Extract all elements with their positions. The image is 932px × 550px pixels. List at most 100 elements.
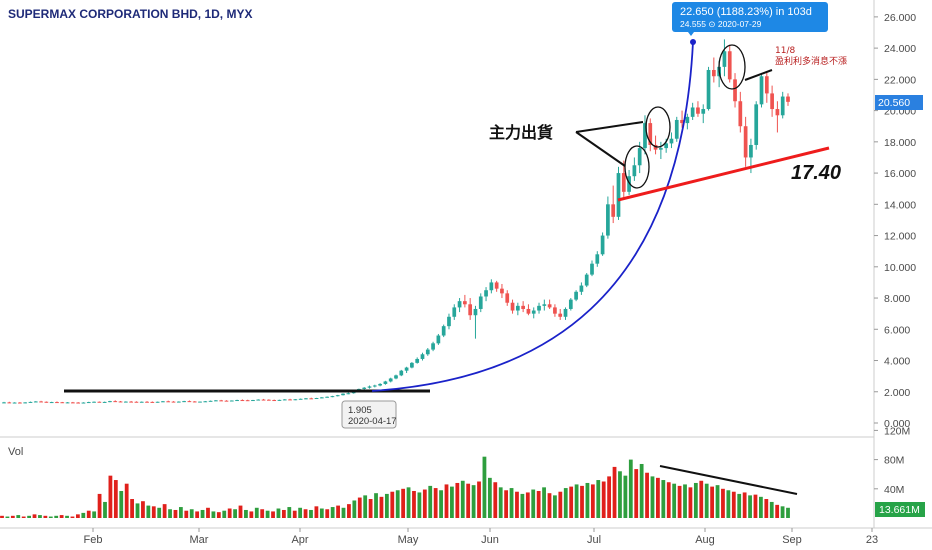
volume-bar [16,515,21,518]
volume-tick-label: 120M [884,425,910,437]
candle [166,400,171,403]
candle [145,401,149,403]
volume-bar [341,507,346,518]
top-circle [718,44,746,90]
candle [171,401,176,403]
candle [436,333,441,345]
volume-bar [628,459,633,518]
volume-bar [21,516,26,518]
volume-bar [195,511,200,518]
price-tick-label: 24.000 [884,43,916,55]
candle [410,362,414,369]
candle [611,185,616,224]
volume-bar [265,510,270,518]
last-volume-marker: 13.661M [875,502,925,517]
volume-bar [135,503,140,518]
volume-bar [704,483,709,518]
time-tick-label: 23 [866,534,878,546]
measure-line-2: 24.555 ⊙ 2020-07-29 [680,19,762,29]
volume-bar [683,484,687,518]
candle [722,39,727,77]
candle [304,398,308,400]
candle [176,401,181,403]
volume-bar [590,484,595,518]
volume-bar [563,488,568,518]
candle [473,305,478,339]
candle [685,113,690,130]
volume-bar [352,500,357,518]
candle [542,299,547,311]
candle [113,400,118,403]
volume-bar [433,488,438,518]
candle [531,307,536,319]
candle [500,283,504,299]
volume-bar [108,475,113,518]
last-price-text: 20.560 [878,97,910,109]
candle [743,116,748,167]
price-tick-label: 14.000 [884,199,916,211]
candle [28,401,33,403]
volume-bar [715,485,720,518]
candle [553,304,557,317]
volume-bar [498,487,503,518]
volume-bar [336,505,340,518]
volume-bar [758,496,763,518]
volume-bar [607,476,612,518]
volume-bar [211,511,216,518]
candle [155,401,160,403]
volume-bar [292,510,297,518]
price-tick-label: 10.000 [884,262,916,274]
date-note: 11/8 [775,46,795,56]
volume-bar [309,509,313,518]
volume-bar [422,489,427,518]
volume-bar [780,506,785,518]
volume-bar [374,493,378,518]
volume-bar [612,466,617,518]
candle [7,401,12,404]
price-tick-label: 16.000 [884,168,916,180]
candle [621,160,626,199]
volume-bar [162,504,167,518]
price-tick-label: 12.000 [884,231,916,243]
volume-bar [103,501,107,518]
measure-box: 22.650 (1188.23%) in 103d 24.555 ⊙ 2020-… [672,2,828,36]
volume-bar [569,486,574,518]
volume-bar [146,505,151,518]
candle [49,401,54,404]
volume-bar [450,486,454,518]
candle [298,398,303,400]
pointer-line-2 [575,131,626,167]
candle [733,73,737,108]
volume-bar [157,507,162,518]
support-price-label: 17.40 [791,162,841,184]
volume-bar [86,510,91,518]
volume-bar [75,514,80,518]
price-tick-label: 6.000 [884,324,910,336]
candle [505,290,510,306]
candle [727,44,732,83]
volume-bar [65,515,69,518]
candle [187,400,192,403]
volume-bar [271,511,275,518]
candle [775,101,780,133]
volume-bar [200,509,205,518]
candle [574,290,578,302]
distribution-circle-1 [624,145,650,189]
candle [44,401,49,403]
volume-bar [580,485,584,518]
volume-bar [710,486,715,518]
volume-bar [330,507,335,518]
volume-bar [249,511,254,518]
candle [150,401,155,403]
volume-label: Vol [8,446,23,458]
price-tick-label: 2.000 [884,387,910,399]
candle [489,279,494,294]
candle [648,118,653,152]
candle [770,85,774,117]
volume-tick-label: 80M [884,455,904,467]
price-axis: 26.00024.00022.00020.00018.00016.00014.0… [874,12,916,430]
volume-trend-line [659,465,798,495]
candle [606,196,610,239]
volume-bar [70,516,75,518]
